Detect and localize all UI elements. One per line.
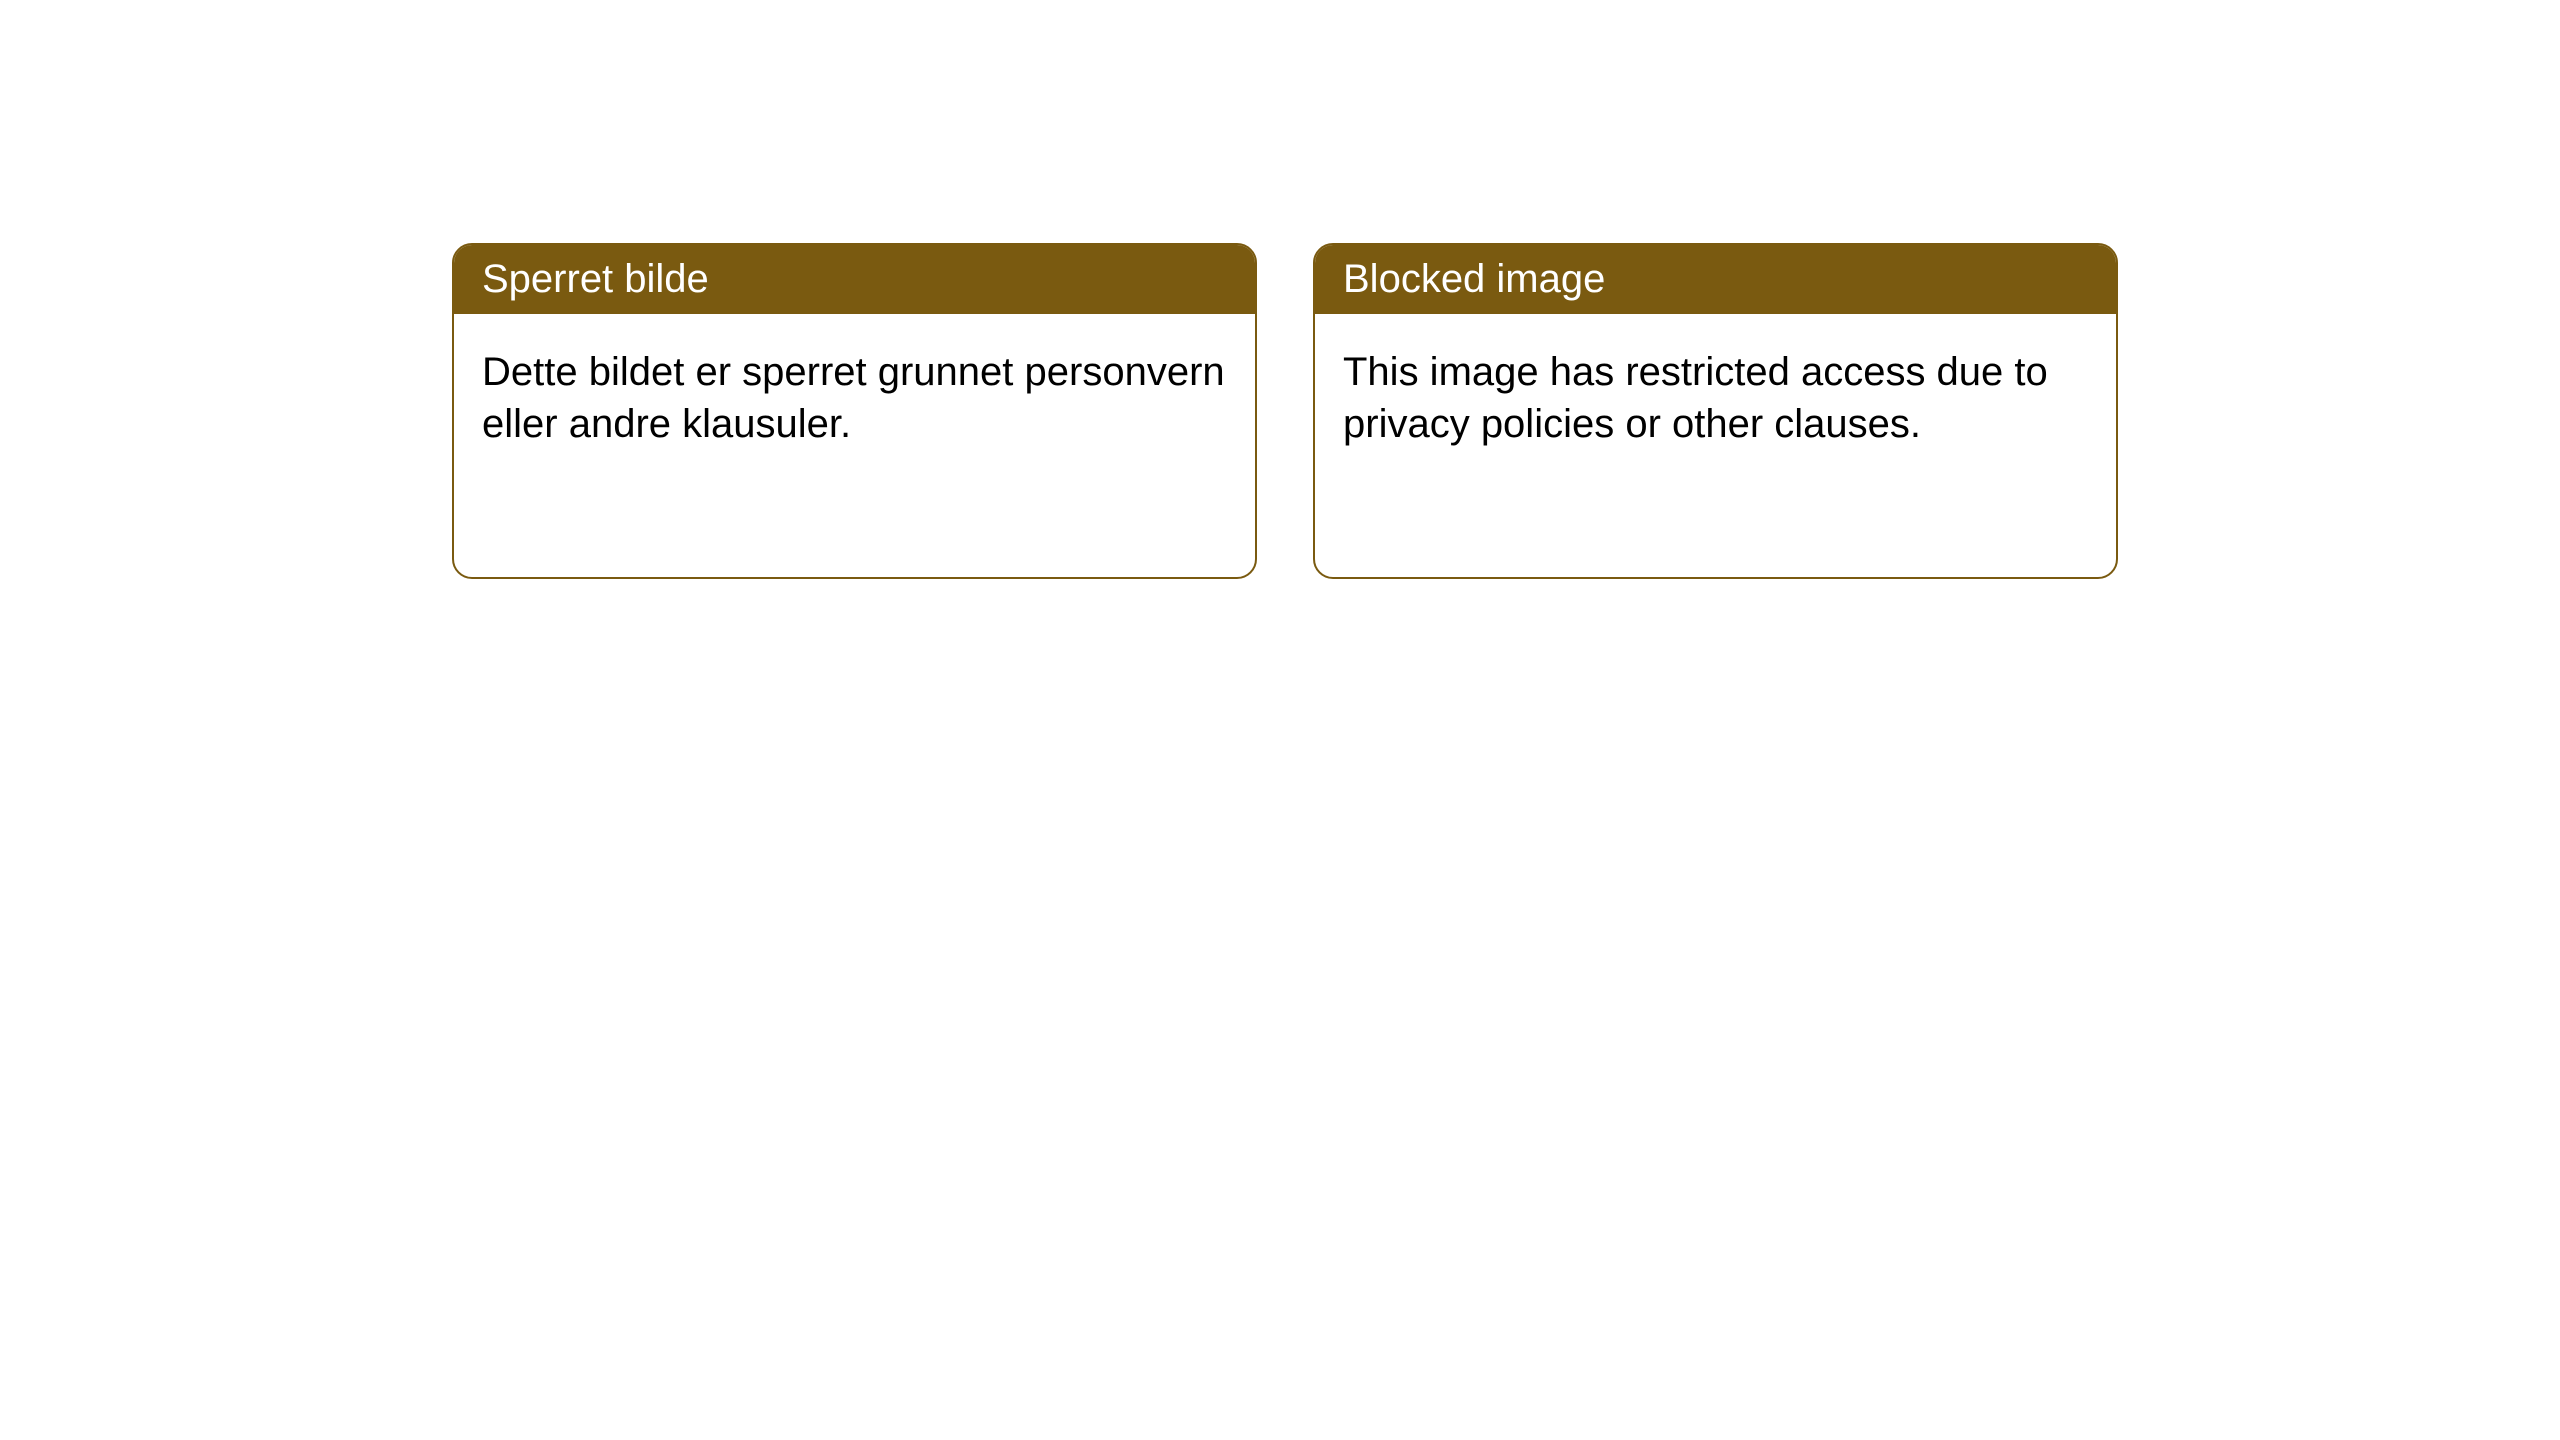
notice-card-english: Blocked image This image has restricted … [1313, 243, 2118, 579]
notice-message: This image has restricted access due to … [1343, 350, 2048, 446]
notice-body: Dette bildet er sperret grunnet personve… [454, 314, 1255, 482]
notice-header: Blocked image [1315, 245, 2116, 314]
notice-body: This image has restricted access due to … [1315, 314, 2116, 482]
notice-title: Sperret bilde [482, 257, 709, 301]
notice-header: Sperret bilde [454, 245, 1255, 314]
notice-card-norwegian: Sperret bilde Dette bildet er sperret gr… [452, 243, 1257, 579]
notice-container: Sperret bilde Dette bildet er sperret gr… [0, 0, 2560, 579]
notice-message: Dette bildet er sperret grunnet personve… [482, 350, 1225, 446]
notice-title: Blocked image [1343, 257, 1605, 301]
